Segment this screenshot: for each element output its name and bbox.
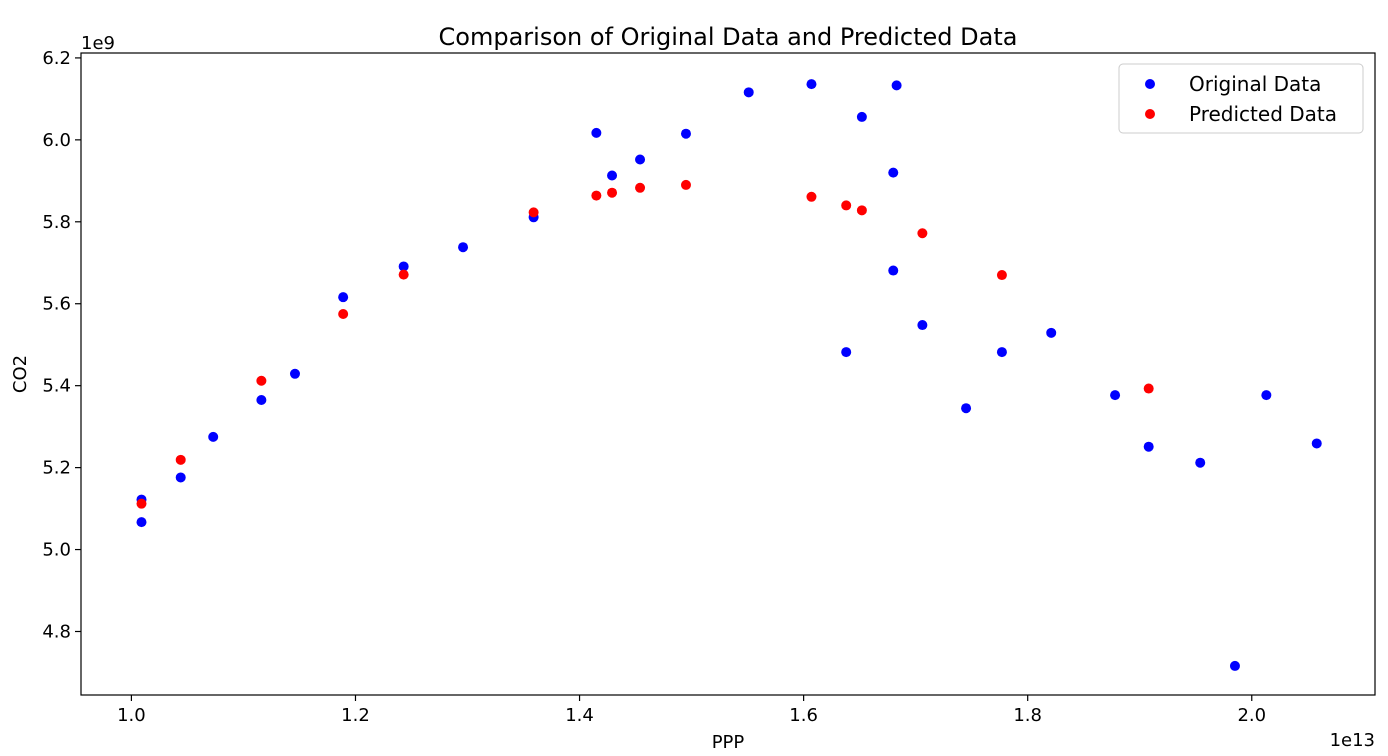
legend-marker-predicted (1145, 109, 1155, 119)
original-data-point (743, 87, 754, 98)
predicted-data-point (841, 200, 852, 211)
predicted-data-point (398, 269, 409, 280)
y-axis-ticks: 4.8 5.0 5.2 5.4 5.6 5.8 6.0 6.2 (42, 48, 81, 642)
original-data-point (961, 403, 972, 414)
original-data-point (1261, 390, 1272, 401)
legend-marker-original (1145, 79, 1155, 89)
original-data-point (841, 347, 852, 358)
x-offset-text: 1e13 (1330, 730, 1375, 751)
y-tick-label: 6.0 (42, 130, 71, 151)
x-tick-label: 1.0 (117, 705, 146, 726)
predicted-data-point (917, 228, 928, 239)
original-data-point (256, 395, 267, 406)
y-tick-label: 5.8 (42, 212, 71, 233)
original-data-point (398, 261, 409, 272)
x-tick-label: 1.6 (789, 705, 818, 726)
x-tick-label: 2.0 (1237, 705, 1266, 726)
original-data-point (888, 265, 899, 276)
legend: Original Data Predicted Data (1118, 63, 1364, 134)
predicted-data-point (136, 498, 147, 509)
original-data-point (1143, 441, 1154, 452)
legend-label-original: Original Data (1189, 72, 1321, 96)
original-data-point (289, 368, 300, 379)
y-tick-label: 4.8 (42, 621, 71, 642)
x-tick-label: 1.2 (341, 705, 370, 726)
predicted-data-point (256, 375, 267, 386)
original-data-point (635, 154, 646, 165)
x-tick-label: 1.8 (1013, 705, 1042, 726)
original-data-point (1311, 438, 1322, 449)
original-data-point (1046, 327, 1057, 338)
predicted-data-point (635, 182, 646, 193)
original-data-point (891, 80, 902, 91)
original-data-point (1195, 457, 1206, 468)
original-data-point (888, 167, 899, 178)
chart-title: Comparison of Original Data and Predicte… (439, 23, 1018, 51)
plot-area-frame (80, 52, 1376, 696)
x-tick-label: 1.4 (565, 705, 594, 726)
y-offset-text: 1e9 (81, 33, 115, 54)
y-tick-label: 5.6 (42, 294, 71, 315)
data-points (136, 79, 1322, 671)
y-axis-label: CO2 (10, 355, 31, 393)
original-data-point (338, 292, 349, 303)
x-axis-label: PPP (712, 732, 745, 753)
legend-box (1118, 63, 1364, 134)
x-axis-ticks: 1.0 1.2 1.4 1.6 1.8 2.0 (117, 695, 1266, 726)
original-data-point (175, 472, 186, 483)
predicted-data-point (1143, 383, 1154, 394)
original-data-point (458, 242, 469, 253)
original-data-point (136, 517, 147, 528)
y-tick-label: 5.4 (42, 376, 71, 397)
predicted-data-point (680, 179, 691, 190)
y-tick-label: 5.2 (42, 458, 71, 479)
y-tick-label: 6.2 (42, 48, 71, 69)
original-data-point (591, 127, 602, 138)
original-data-point (607, 170, 618, 181)
predicted-data-point (856, 205, 867, 216)
predicted-data-point (338, 308, 349, 319)
original-data-point (996, 347, 1007, 358)
original-data-point (806, 79, 817, 90)
original-data-point (856, 111, 867, 122)
legend-label-predicted: Predicted Data (1189, 102, 1337, 126)
original-data-point (680, 128, 691, 139)
predicted-data-point (591, 190, 602, 201)
predicted-data-point (996, 270, 1007, 281)
predicted-data-point (806, 191, 817, 202)
predicted-data-point (607, 187, 618, 198)
original-data-point (1229, 660, 1240, 671)
original-data-point (917, 320, 928, 331)
original-data-point (208, 431, 219, 442)
original-data-point (1110, 390, 1121, 401)
predicted-data-point (528, 207, 539, 218)
y-tick-label: 5.0 (42, 540, 71, 561)
predicted-data-point (175, 454, 186, 465)
